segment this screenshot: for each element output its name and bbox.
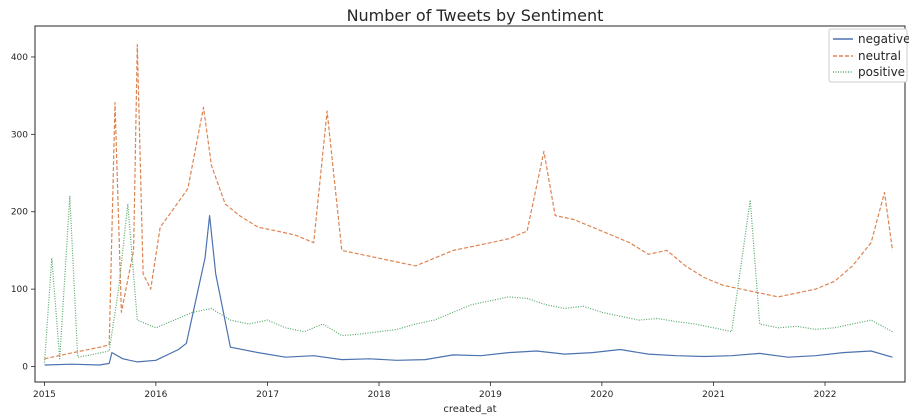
x-tick-label: 2015 [33, 390, 56, 400]
series-line-neutral [44, 44, 894, 360]
x-axis-label: created_at [443, 404, 496, 415]
y-tick-label: 0 [22, 363, 28, 373]
y-tick-label: 300 [11, 130, 28, 140]
x-tick-label: 2019 [479, 390, 502, 400]
series-line-positive [43, 195, 893, 363]
series-layer [43, 44, 894, 366]
series-line-negative [44, 215, 893, 366]
legend-label-positive: positive [858, 65, 905, 79]
x-tick-label: 2018 [368, 390, 391, 400]
y-tick-label: 200 [11, 208, 28, 218]
legend-label-neutral: neutral [858, 49, 901, 63]
x-axis-ticks: 2015 2016 2017 2018 2019 2020 2021 2022 [33, 382, 836, 400]
y-axis-ticks: 0 100 200 300 400 [11, 53, 35, 373]
x-tick-label: 2016 [144, 390, 167, 400]
y-tick-label: 400 [11, 53, 28, 63]
legend: negative neutral positive [828, 28, 909, 83]
legend-box [828, 28, 908, 83]
chart-title: Number of Tweets by Sentiment [347, 6, 604, 25]
x-tick-label: 2022 [814, 390, 837, 400]
y-tick-label: 100 [11, 285, 28, 295]
x-tick-label: 2021 [702, 390, 725, 400]
x-tick-label: 2017 [256, 390, 279, 400]
legend-label-negative: negative [858, 32, 909, 46]
plot-area-frame [34, 25, 906, 383]
x-tick-label: 2020 [590, 390, 613, 400]
